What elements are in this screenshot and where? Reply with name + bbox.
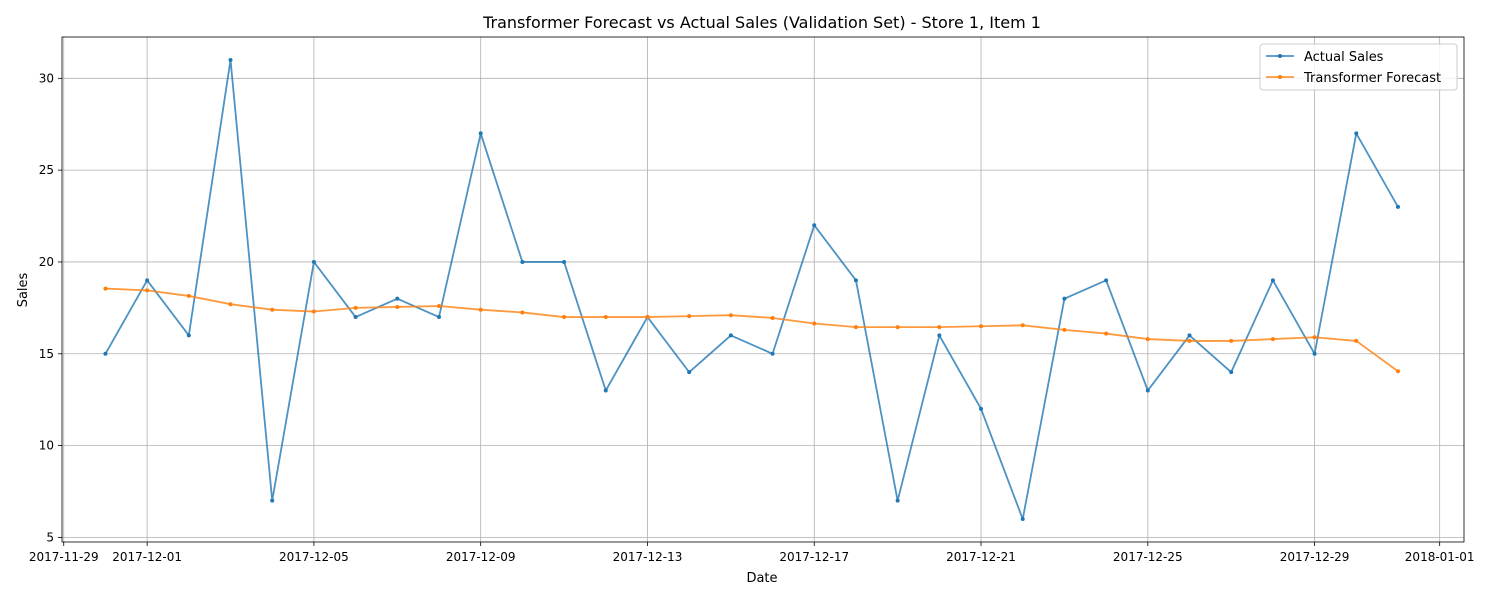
- x-tick-label: 2018-01-01: [1405, 550, 1475, 564]
- data-point-actual-sales: [270, 498, 275, 503]
- legend-box: [1259, 43, 1458, 91]
- chart-title: Transformer Forecast vs Actual Sales (Va…: [482, 13, 1041, 32]
- series-line-actual-sales: [104, 59, 1399, 520]
- data-point-actual-sales: [603, 388, 608, 393]
- data-point-actual-sales: [1145, 388, 1150, 393]
- data-point-transformer-forecast: [103, 286, 108, 291]
- data-point-actual-sales: [1020, 517, 1025, 522]
- x-tick-label: 2017-11-29: [29, 550, 99, 564]
- data-point-transformer-forecast: [1312, 335, 1317, 340]
- data-point-transformer-forecast: [186, 293, 191, 298]
- legend-marker-forecast: [1278, 75, 1282, 79]
- data-point-actual-sales: [228, 57, 233, 62]
- data-point-actual-sales: [687, 370, 692, 375]
- data-point-actual-sales: [770, 351, 775, 356]
- data-point-transformer-forecast: [770, 315, 775, 320]
- data-point-transformer-forecast: [228, 302, 233, 307]
- data-point-transformer-forecast: [853, 325, 858, 330]
- y-tick-label: 5: [46, 530, 54, 544]
- y-tick-label: 25: [39, 163, 54, 177]
- data-point-actual-sales: [853, 278, 858, 283]
- data-point-actual-sales: [812, 223, 817, 228]
- data-point-actual-sales: [728, 333, 733, 338]
- data-point-transformer-forecast: [145, 288, 150, 293]
- x-tick-label: 2017-12-25: [1113, 550, 1183, 564]
- data-point-transformer-forecast: [436, 304, 441, 309]
- x-tick-label: 2017-12-01: [112, 550, 182, 564]
- data-point-transformer-forecast: [687, 314, 692, 319]
- legend: Actual Sales Transformer Forecast: [1259, 43, 1458, 91]
- data-point-actual-sales: [1395, 204, 1400, 209]
- data-point-transformer-forecast: [395, 304, 400, 309]
- data-point-transformer-forecast: [1020, 323, 1025, 328]
- data-point-transformer-forecast: [520, 310, 525, 315]
- data-point-actual-sales: [562, 259, 567, 264]
- x-tick-label: 2017-12-29: [1280, 550, 1350, 564]
- data-point-transformer-forecast: [1270, 337, 1275, 342]
- data-point-transformer-forecast: [603, 315, 608, 320]
- data-point-actual-sales: [937, 333, 942, 338]
- data-point-transformer-forecast: [1395, 369, 1400, 374]
- data-point-actual-sales: [895, 498, 900, 503]
- data-point-transformer-forecast: [1229, 338, 1234, 343]
- plot-frame: [61, 36, 1465, 543]
- data-point-actual-sales: [186, 333, 191, 338]
- data-point-transformer-forecast: [1354, 338, 1359, 343]
- y-tick-label: 15: [39, 347, 54, 361]
- data-point-actual-sales: [1104, 278, 1109, 283]
- x-tick-label: 2017-12-09: [446, 550, 516, 564]
- data-point-transformer-forecast: [270, 307, 275, 312]
- series-line-transformer-forecast: [105, 287, 1399, 372]
- data-point-transformer-forecast: [937, 325, 942, 330]
- data-point-actual-sales: [1229, 370, 1234, 375]
- legend-marker-actual: [1278, 54, 1282, 58]
- data-point-transformer-forecast: [1104, 331, 1109, 336]
- x-tick-label: 2017-12-13: [613, 550, 683, 564]
- data-point-actual-sales: [1354, 131, 1359, 136]
- data-point-actual-sales: [1312, 351, 1317, 356]
- legend-label-forecast: Transformer Forecast: [1303, 71, 1441, 86]
- x-axis-label: Date: [746, 571, 777, 586]
- y-axis: 5 10 15 20 25 30: [39, 71, 62, 544]
- data-point-transformer-forecast: [478, 307, 483, 312]
- x-axis: 2017-11-29 2017-12-01 2017-12-05 2017-12-09…: [29, 542, 1475, 564]
- data-point-actual-sales: [520, 259, 525, 264]
- x-tick-label: 2017-12-21: [946, 550, 1016, 564]
- data-point-transformer-forecast: [311, 309, 316, 314]
- y-tick-label: 30: [39, 71, 54, 85]
- data-point-actual-sales: [478, 131, 483, 136]
- data-point-transformer-forecast: [1145, 337, 1150, 342]
- data-point-actual-sales: [145, 278, 150, 283]
- data-point-transformer-forecast: [645, 315, 650, 320]
- data-point-actual-sales: [1270, 278, 1275, 283]
- data-point-actual-sales: [103, 351, 108, 356]
- data-point-transformer-forecast: [1062, 327, 1067, 332]
- y-axis-label: Sales: [16, 272, 31, 307]
- data-point-transformer-forecast: [895, 325, 900, 330]
- data-point-transformer-forecast: [353, 305, 358, 310]
- data-point-actual-sales: [1187, 333, 1192, 338]
- data-point-actual-sales: [979, 406, 984, 411]
- legend-label-actual: Actual Sales: [1304, 50, 1384, 65]
- data-point-actual-sales: [395, 296, 400, 301]
- data-point-transformer-forecast: [812, 321, 817, 326]
- data-point-actual-sales: [436, 315, 441, 320]
- x-tick-label: 2017-12-05: [279, 550, 349, 564]
- data-point-actual-sales: [311, 259, 316, 264]
- y-tick-label: 10: [39, 439, 54, 453]
- data-point-transformer-forecast: [979, 324, 984, 329]
- data-point-transformer-forecast: [728, 313, 733, 318]
- data-point-actual-sales: [353, 315, 358, 320]
- grid: [62, 37, 1464, 542]
- x-tick-label: 2017-12-17: [779, 550, 849, 564]
- data-point-transformer-forecast: [562, 315, 567, 320]
- data-point-transformer-forecast: [1187, 338, 1192, 343]
- series-layer: [103, 57, 1400, 522]
- y-tick-label: 20: [39, 255, 54, 269]
- data-point-actual-sales: [1062, 296, 1067, 301]
